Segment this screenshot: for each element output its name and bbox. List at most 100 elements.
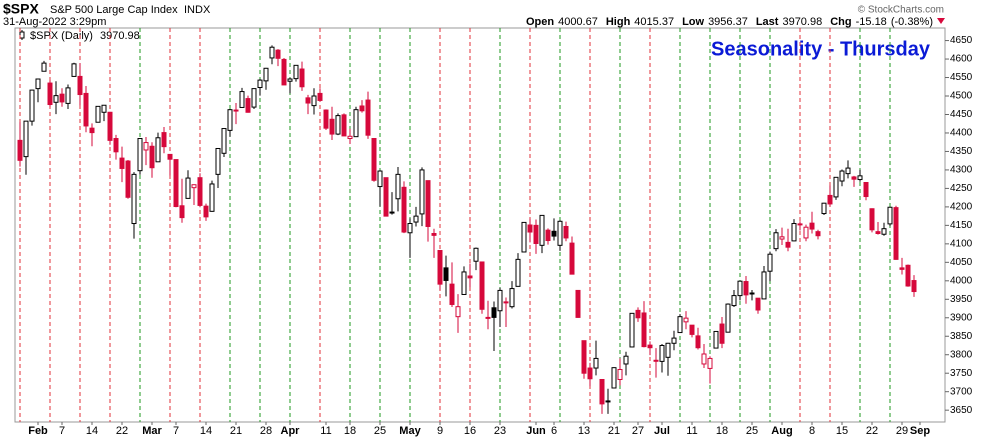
candle-body <box>629 312 635 348</box>
x-tick-label: 21 <box>608 425 620 437</box>
quote-label: Chg <box>830 16 851 28</box>
candle-body <box>479 261 485 310</box>
candle-body <box>431 233 437 236</box>
quote: Open 4000.67 High 4015.37 Low 3956.37 Last 3970… <box>526 16 933 28</box>
candle-body <box>311 95 317 107</box>
candle-body <box>593 357 599 369</box>
candle-body <box>233 109 239 112</box>
y-tick-label: 3700 <box>950 386 973 397</box>
candle-body <box>59 93 65 103</box>
y-tick-label: 3850 <box>950 331 973 342</box>
candle-body <box>707 357 713 369</box>
candle-body <box>335 115 341 135</box>
x-tick-label: 14 <box>200 425 212 437</box>
candle-body <box>449 283 455 305</box>
candle-body <box>383 177 389 217</box>
quote-label: Open <box>526 16 554 28</box>
x-tick-label: 21 <box>230 425 242 437</box>
x-tick-label: Apr <box>281 425 301 437</box>
candle-body <box>203 205 209 218</box>
x-tick-label: 18 <box>716 425 728 437</box>
candle-body <box>161 132 167 148</box>
x-tick-label: Mar <box>142 425 162 437</box>
candle-body <box>503 301 509 304</box>
candle-body <box>155 137 161 163</box>
x-tick-label: 29 <box>896 425 908 437</box>
candle-body <box>41 62 47 72</box>
candle-body <box>671 337 677 344</box>
candle-body <box>113 138 119 153</box>
y-tick-label: 4150 <box>950 220 973 231</box>
candle-body <box>389 211 395 214</box>
candle-body <box>359 105 365 112</box>
candle-body <box>677 316 683 334</box>
candle-body <box>755 297 761 311</box>
y-tick-label: 4050 <box>950 257 973 268</box>
candle-body <box>251 88 257 108</box>
candle-body <box>563 225 569 239</box>
y-tick-label: 4200 <box>950 202 973 213</box>
candle-body <box>401 186 407 233</box>
candle-body <box>281 58 287 86</box>
candle-body <box>419 169 425 215</box>
x-tick-label: 27 <box>632 425 644 437</box>
seasonality-lines <box>19 28 891 422</box>
x-tick-label: 18 <box>344 425 356 437</box>
candle-body <box>617 369 623 380</box>
timestamp: 31-Aug-2022 3:29pm <box>3 16 106 28</box>
quote-value: 3956.37 <box>708 16 748 28</box>
candle-body <box>557 220 563 246</box>
candle-body <box>149 145 155 169</box>
legend-label: $SPX (Daily) <box>30 30 93 42</box>
candle-body <box>785 241 791 248</box>
candle-body <box>683 317 689 323</box>
candle-body <box>353 109 359 138</box>
candle-body <box>107 111 113 141</box>
candle-body <box>29 89 35 122</box>
candle-body <box>227 109 233 131</box>
candle-body <box>545 229 551 242</box>
candle-body <box>425 180 431 227</box>
candle-body <box>725 303 731 333</box>
symbol: $SPX <box>3 1 39 17</box>
candle-body <box>263 67 269 82</box>
copyright: © StockCharts.com <box>858 5 944 16</box>
candle-body <box>239 91 245 108</box>
candle-body <box>275 49 281 59</box>
candle-body <box>185 177 191 199</box>
candle-body <box>461 271 467 295</box>
x-tick-label: 23 <box>494 425 506 437</box>
candle-body <box>515 258 521 287</box>
candle-body <box>539 214 545 246</box>
y-tick-label: 3900 <box>950 312 973 323</box>
candle-body <box>17 139 23 161</box>
candle-body <box>197 177 203 206</box>
x-tick-label: 11 <box>686 425 697 437</box>
candle-body <box>89 127 95 134</box>
y-tick-label: 4650 <box>950 35 973 46</box>
candle-body <box>623 355 629 365</box>
candle-body <box>821 202 827 215</box>
candle-body <box>467 275 473 279</box>
candle-body <box>221 128 227 154</box>
quote-label: High <box>606 16 631 28</box>
y-tick-label: 4400 <box>950 128 973 139</box>
candle-body <box>119 157 125 169</box>
candle-body <box>173 159 179 208</box>
candle-body <box>869 208 875 231</box>
quote-change-pct: (-0.38%) <box>891 16 933 28</box>
candle-body <box>191 184 197 189</box>
candle-body <box>803 226 809 239</box>
candle-body <box>827 194 833 205</box>
candle-body <box>209 183 215 212</box>
candle-body <box>293 64 299 80</box>
candle-body <box>743 281 749 296</box>
candle-body <box>497 289 503 312</box>
candle-body <box>347 135 353 140</box>
candle-body <box>305 97 311 104</box>
candle-body <box>887 206 893 225</box>
candle-body <box>635 309 641 319</box>
candle-body <box>719 323 725 344</box>
x-tick-label: 22 <box>116 425 128 437</box>
candle-body <box>851 176 857 180</box>
